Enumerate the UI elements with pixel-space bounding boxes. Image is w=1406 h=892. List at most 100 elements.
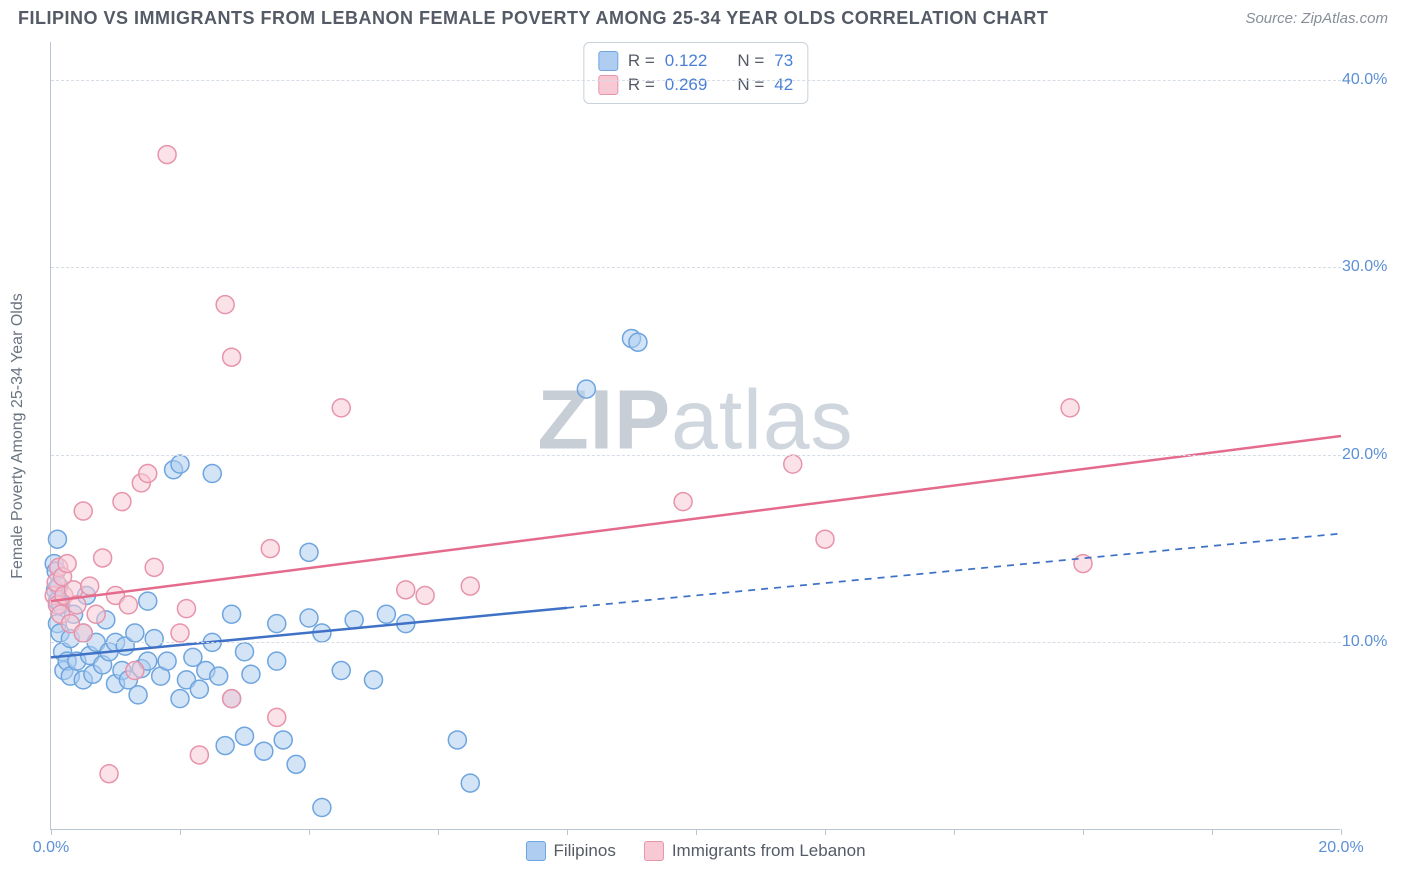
data-point: [223, 348, 241, 366]
data-point: [145, 558, 163, 576]
bottom-legend: Filipinos Immigrants from Lebanon: [525, 841, 865, 861]
data-point: [94, 549, 112, 567]
gridline: [51, 267, 1341, 268]
data-point: [461, 577, 479, 595]
data-point: [171, 624, 189, 642]
data-point: [816, 530, 834, 548]
y-tick-label: 10.0%: [1342, 633, 1390, 651]
scatter-svg: [51, 42, 1341, 830]
x-tick: [954, 829, 955, 835]
source-label: Source: ZipAtlas.com: [1245, 10, 1388, 27]
y-axis-title: Female Poverty Among 25-34 Year Olds: [9, 293, 27, 579]
n-label-0: N =: [737, 51, 764, 71]
legend-label-lebanon: Immigrants from Lebanon: [672, 841, 866, 861]
data-point: [1061, 399, 1079, 417]
y-tick-label: 40.0%: [1342, 71, 1390, 89]
x-tick-label: 0.0%: [33, 839, 69, 857]
data-point: [674, 493, 692, 511]
data-point: [129, 686, 147, 704]
data-point: [223, 605, 241, 623]
data-point: [190, 680, 208, 698]
x-tick: [1083, 829, 1084, 835]
data-point: [300, 609, 318, 627]
y-tick-label: 20.0%: [1342, 446, 1390, 464]
swatch-lebanon: [598, 75, 618, 95]
data-point: [268, 615, 286, 633]
data-point: [784, 455, 802, 473]
data-point: [216, 296, 234, 314]
x-tick-label: 20.0%: [1318, 839, 1363, 857]
data-point: [236, 727, 254, 745]
data-point: [58, 555, 76, 573]
x-tick: [1341, 829, 1342, 835]
gridline: [51, 642, 1341, 643]
title-bar: FILIPINO VS IMMIGRANTS FROM LEBANON FEMA…: [0, 0, 1406, 33]
data-point: [365, 671, 383, 689]
data-point: [100, 765, 118, 783]
data-point: [48, 530, 66, 548]
r-label-1: R =: [628, 75, 655, 95]
data-point: [216, 737, 234, 755]
data-point: [345, 611, 363, 629]
x-tick: [696, 829, 697, 835]
data-point: [81, 577, 99, 595]
legend-item-lebanon: Immigrants from Lebanon: [644, 841, 866, 861]
x-tick: [1212, 829, 1213, 835]
data-point: [139, 592, 157, 610]
n-value-1: 42: [774, 75, 793, 95]
data-point: [274, 731, 292, 749]
data-point: [577, 380, 595, 398]
stats-legend: R = 0.122 N = 73 R = 0.269 N = 42: [583, 42, 808, 104]
data-point: [268, 708, 286, 726]
legend-swatch-lebanon: [644, 841, 664, 861]
y-tick-label: 30.0%: [1342, 258, 1390, 276]
data-point: [145, 630, 163, 648]
legend-swatch-filipinos: [525, 841, 545, 861]
data-point: [416, 586, 434, 604]
trend-line-dashed: [567, 534, 1341, 608]
gridline: [51, 455, 1341, 456]
data-point: [448, 731, 466, 749]
chart-title: FILIPINO VS IMMIGRANTS FROM LEBANON FEMA…: [18, 8, 1048, 29]
plot-container: Female Poverty Among 25-34 Year Olds ZIP…: [50, 42, 1390, 830]
data-point: [377, 605, 395, 623]
legend-item-filipinos: Filipinos: [525, 841, 615, 861]
data-point: [171, 690, 189, 708]
data-point: [313, 798, 331, 816]
r-value-1: 0.269: [665, 75, 708, 95]
data-point: [158, 146, 176, 164]
x-tick: [180, 829, 181, 835]
x-tick: [309, 829, 310, 835]
stats-row-lebanon: R = 0.269 N = 42: [598, 73, 793, 97]
data-point: [126, 624, 144, 642]
data-point: [74, 502, 92, 520]
data-point: [242, 665, 260, 683]
x-tick: [825, 829, 826, 835]
data-point: [119, 596, 137, 614]
data-point: [261, 540, 279, 558]
data-point: [139, 465, 157, 483]
data-point: [461, 774, 479, 792]
data-point: [190, 746, 208, 764]
data-point: [397, 581, 415, 599]
data-point: [171, 455, 189, 473]
trend-line-solid: [51, 436, 1341, 601]
data-point: [236, 643, 254, 661]
data-point: [332, 399, 350, 417]
legend-label-filipinos: Filipinos: [553, 841, 615, 861]
data-point: [113, 493, 131, 511]
n-value-0: 73: [774, 51, 793, 71]
data-point: [203, 465, 221, 483]
r-value-0: 0.122: [665, 51, 708, 71]
data-point: [268, 652, 286, 670]
x-tick: [51, 829, 52, 835]
r-label-0: R =: [628, 51, 655, 71]
swatch-filipinos: [598, 51, 618, 71]
x-tick: [438, 829, 439, 835]
data-point: [223, 690, 241, 708]
data-point: [255, 742, 273, 760]
gridline: [51, 80, 1341, 81]
data-point: [177, 600, 195, 618]
data-point: [287, 755, 305, 773]
plot-area: ZIPatlas R = 0.122 N = 73 R = 0.269 N =: [50, 42, 1340, 830]
